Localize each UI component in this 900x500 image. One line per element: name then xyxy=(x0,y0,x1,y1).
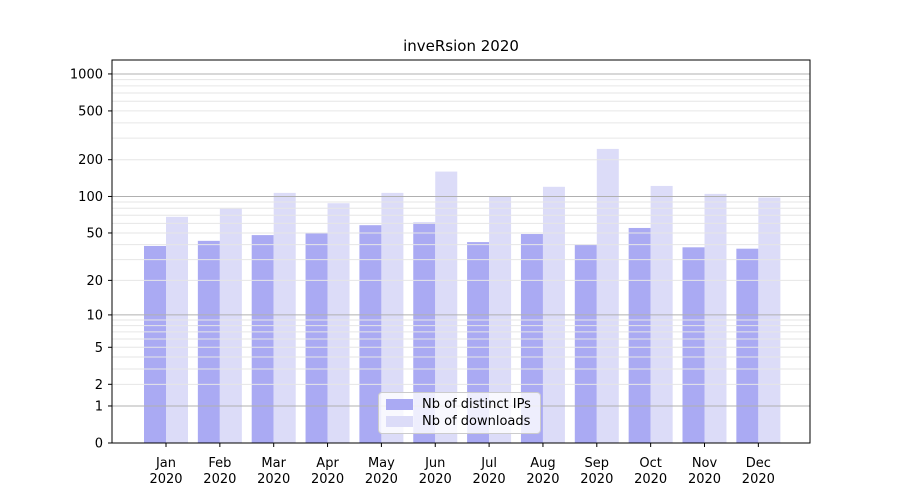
bar-downloads-jun xyxy=(435,171,458,443)
x-tick-label-year-jun: 2020 xyxy=(419,472,452,487)
plot-frame xyxy=(111,59,811,444)
bar-downloads-sep xyxy=(596,148,619,443)
bar-distinct-ips-jun xyxy=(413,222,436,443)
legend-swatch-downloads xyxy=(386,415,413,427)
x-tick-label-month-apr: Apr xyxy=(316,456,339,471)
y-tick-label-0: 0 xyxy=(95,437,103,452)
legend-entry-distinct-ips: Nb of distinct IPs xyxy=(386,398,540,411)
x-tick-label-month-may: May xyxy=(368,456,395,471)
y-tick-label-20: 20 xyxy=(86,274,103,289)
x-tick-label-month-sep: Sep xyxy=(585,456,610,471)
y-tick-label-1: 1 xyxy=(95,399,103,414)
bar-distinct-ips-dec xyxy=(736,248,759,443)
bar-distinct-ips-may xyxy=(359,225,382,443)
x-tick-label-year-oct: 2020 xyxy=(634,472,667,487)
chart-title: inveRsion 2020 xyxy=(403,37,519,55)
x-tick-label-year-apr: 2020 xyxy=(311,472,344,487)
legend: Nb of distinct IPs Nb of downloads xyxy=(378,392,541,434)
bar-distinct-ips-nov xyxy=(682,247,705,443)
bar-downloads-nov xyxy=(704,193,727,443)
legend-entry-downloads: Nb of downloads xyxy=(386,415,540,428)
bar-downloads-jan xyxy=(166,216,188,443)
y-tick-label-5: 5 xyxy=(95,341,103,356)
y-tick-label-1000: 1000 xyxy=(70,67,103,82)
x-tick-label-year-feb: 2020 xyxy=(203,472,236,487)
x-tick-label-year-aug: 2020 xyxy=(526,472,559,487)
x-tick-label-month-oct: Oct xyxy=(639,456,661,471)
legend-swatch-distinct-ips xyxy=(386,399,413,411)
bar-distinct-ips-aug xyxy=(520,234,543,443)
legend-label-downloads: Nb of downloads xyxy=(422,413,531,429)
x-tick-label-month-feb: Feb xyxy=(208,456,231,471)
y-tick-label-500: 500 xyxy=(78,104,103,119)
legend-label-distinct-ips: Nb of distinct IPs xyxy=(422,397,531,413)
x-tick-label-month-aug: Aug xyxy=(530,456,555,471)
x-tick-label-month-nov: Nov xyxy=(692,456,718,471)
x-tick-label-year-mar: 2020 xyxy=(257,472,290,487)
x-tick-label-year-nov: 2020 xyxy=(688,472,721,487)
x-tick-label-year-sep: 2020 xyxy=(580,472,613,487)
bar-distinct-ips-feb xyxy=(197,240,220,443)
bar-downloads-apr xyxy=(327,203,350,443)
x-tick-label-year-jul: 2020 xyxy=(473,472,506,487)
x-tick-label-month-dec: Dec xyxy=(746,456,771,471)
bar-downloads-may xyxy=(381,192,404,443)
bar-distinct-ips-jan xyxy=(144,245,166,443)
x-tick-label-month-jan: Jan xyxy=(155,456,176,471)
y-tick-label-10: 10 xyxy=(86,308,103,323)
y-tick-label-50: 50 xyxy=(86,226,103,241)
y-tick-label-100: 100 xyxy=(78,190,103,205)
bar-distinct-ips-apr xyxy=(305,232,328,443)
bar-distinct-ips-oct xyxy=(628,227,651,443)
x-tick-label-year-dec: 2020 xyxy=(742,472,775,487)
bar-distinct-ips-sep xyxy=(574,244,597,443)
x-tick-label-year-may: 2020 xyxy=(365,472,398,487)
x-tick-label-month-mar: Mar xyxy=(261,456,286,471)
x-tick-label-month-jul: Jul xyxy=(480,456,497,471)
x-tick-label-month-jun: Jun xyxy=(424,456,445,471)
y-tick-label-2: 2 xyxy=(95,378,103,393)
x-tick-label-year-jan: 2020 xyxy=(149,472,182,487)
bar-downloads-mar xyxy=(273,192,296,443)
y-tick-label-200: 200 xyxy=(78,153,103,168)
